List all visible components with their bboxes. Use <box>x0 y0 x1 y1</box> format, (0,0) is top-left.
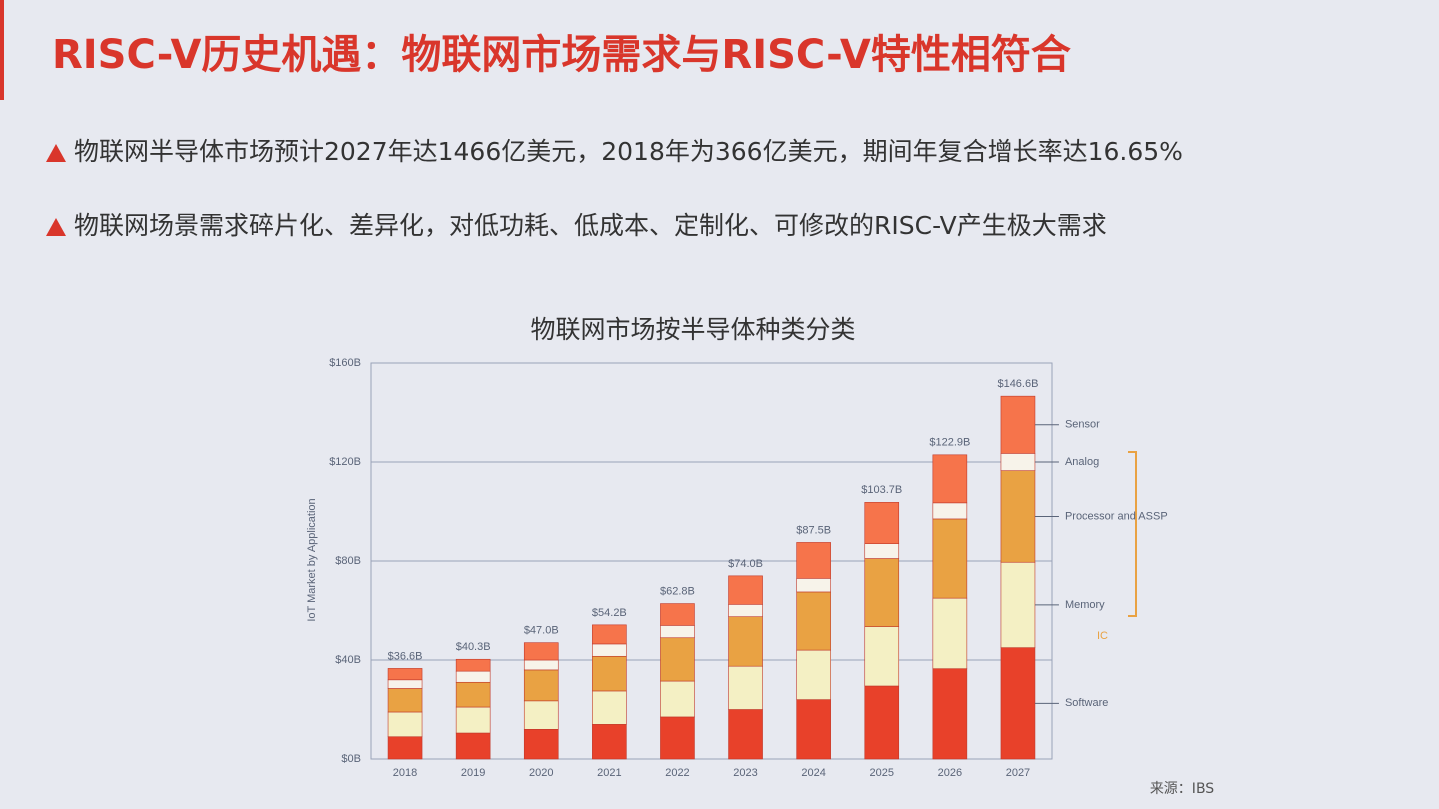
bar-segment <box>864 685 900 760</box>
y-tick-label: $0B <box>341 753 361 765</box>
total-label: $62.8B <box>660 585 695 597</box>
total-label: $40.3B <box>456 641 491 653</box>
bar-segment <box>796 649 831 700</box>
ic-bracket <box>1128 451 1137 617</box>
total-label: $74.0B <box>728 558 763 570</box>
chart: $0B $40B $80B $120B $160B 2018 $36.6B 2019 $40.3… <box>329 357 1167 779</box>
bar-segment <box>592 655 627 692</box>
x-tick-label: 2026 <box>938 767 962 779</box>
slide-title: RISC-V历史机遇：物联网市场需求与RISC-V特性相符合 <box>52 32 1071 78</box>
bar-segment <box>728 709 763 760</box>
total-label: $47.0B <box>524 625 559 637</box>
bar-segment <box>864 502 900 544</box>
bar-segment <box>1000 647 1036 760</box>
x-tick-label: 2027 <box>1006 767 1030 779</box>
bar-segment <box>932 502 968 520</box>
bar-segment <box>592 724 627 760</box>
chart-title: 物联网市场按半导体种类分类 <box>530 315 855 344</box>
x-tick-label: 2018 <box>393 767 417 779</box>
bullet-icon <box>46 144 66 162</box>
bar-segment <box>660 716 695 760</box>
bar-segment <box>728 665 763 710</box>
bar-segment <box>592 624 627 645</box>
bar-segment <box>864 626 900 687</box>
total-label: $122.9B <box>929 437 970 449</box>
bar-segment <box>1000 470 1036 563</box>
bar-segment <box>523 642 559 661</box>
y-tick-label: $40B <box>335 654 361 666</box>
legend-label: Processor and ASSP <box>1065 510 1168 522</box>
total-label: $146.6B <box>997 378 1038 390</box>
bar-segment <box>523 659 559 671</box>
bar-segment <box>796 699 831 760</box>
y-tick-label: $80B <box>335 555 361 567</box>
bullet: 物联网半导体市场预计2027年达1466亿美元，2018年为366亿美元，期间年… <box>74 137 1183 166</box>
bar-segment <box>387 736 423 760</box>
bar-segment <box>932 518 968 599</box>
bullet: 物联网场景需求碎片化、差异化，对低功耗、低成本、定制化、可修改的RISC-V产生… <box>74 211 1107 240</box>
bar-segment <box>796 542 831 579</box>
bar-segment <box>455 732 491 760</box>
bar-segment <box>592 643 627 657</box>
bar-segment <box>387 688 423 713</box>
bar-segment <box>864 543 900 559</box>
y-tick-label: $120B <box>329 456 361 468</box>
bar-segment <box>728 616 763 667</box>
bullet-icon <box>46 218 66 236</box>
bar-segment <box>387 668 423 681</box>
bar-segment <box>932 668 968 760</box>
bar-segment <box>387 711 423 738</box>
bar-segment <box>796 578 831 593</box>
x-tick-label: 2020 <box>529 767 553 779</box>
bar-segment <box>728 604 763 617</box>
x-tick-label: 2023 <box>733 767 757 779</box>
legend-label: Memory <box>1065 599 1105 611</box>
bar-segment <box>523 669 559 702</box>
bar-segment <box>455 658 491 672</box>
x-tick-label: 2025 <box>870 767 894 779</box>
bar-segment <box>796 591 831 651</box>
bar-segment <box>728 575 763 605</box>
bar-segment <box>660 680 695 718</box>
bar-segment <box>660 637 695 682</box>
x-tick-label: 2024 <box>801 767 825 779</box>
bar-segment <box>864 558 900 627</box>
bar-segment <box>592 690 627 725</box>
legend-label: Sensor <box>1065 419 1100 431</box>
total-label: $87.5B <box>796 524 831 536</box>
bar-segment <box>1000 561 1036 648</box>
bar-segment <box>660 625 695 639</box>
total-label: $103.7B <box>861 484 902 496</box>
bar-segment <box>1000 453 1036 471</box>
total-label: $36.6B <box>388 650 423 662</box>
x-tick-label: 2022 <box>665 767 689 779</box>
bar-segment <box>1000 395 1036 454</box>
source: 来源：IBS <box>1150 781 1214 797</box>
x-tick-label: 2019 <box>461 767 485 779</box>
bar-segment <box>660 603 695 626</box>
total-label: $54.2B <box>592 607 627 619</box>
group-label: IC <box>1097 630 1108 642</box>
bar-segment <box>523 700 559 730</box>
bar-segment <box>455 706 491 734</box>
x-tick-label: 2021 <box>597 767 621 779</box>
bar-segment <box>523 728 559 760</box>
legend-label: Software <box>1065 697 1108 709</box>
bar-segment <box>455 670 491 683</box>
y-tick-label: $160B <box>329 357 361 369</box>
bar-segment <box>455 681 491 708</box>
bar-segment <box>932 454 968 504</box>
accent-bar <box>0 0 4 100</box>
y-axis-label: IoT Market by Application <box>306 498 318 621</box>
bar-segment <box>932 597 968 669</box>
legend-label: Analog <box>1065 456 1099 468</box>
bar-segment <box>387 679 423 689</box>
